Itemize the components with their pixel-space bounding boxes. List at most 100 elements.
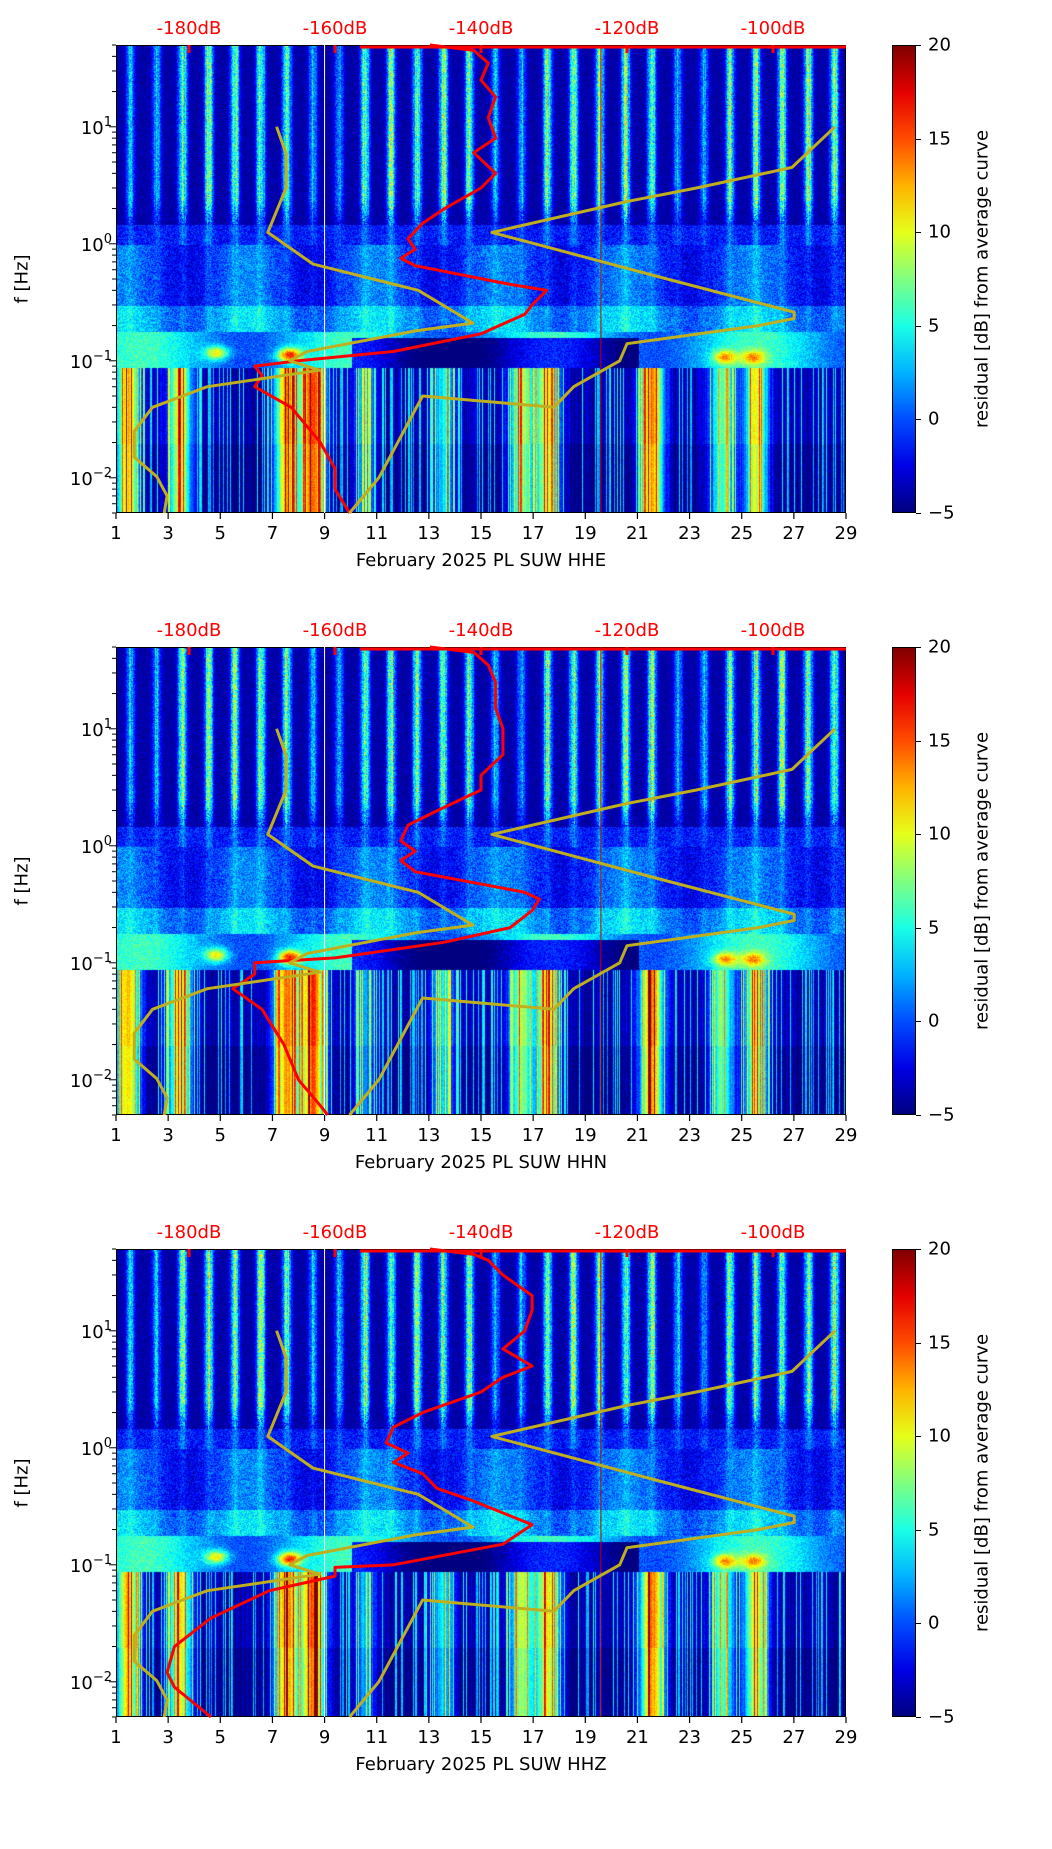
- x-tick-label: 11: [365, 1727, 389, 1748]
- colorbar-tick-label: 15: [928, 730, 951, 752]
- colorbar: [892, 647, 916, 1115]
- x-tick-label: 25: [730, 1727, 754, 1748]
- x-tick-label: 25: [730, 523, 754, 544]
- y-tick-exponent: 0: [103, 231, 112, 247]
- x-tick-label: 9: [318, 523, 331, 544]
- colorbar-tick: [916, 834, 921, 836]
- y-tick-label: 10−2: [70, 1068, 112, 1092]
- y-tick-exponent: 0: [103, 1435, 112, 1451]
- panel-hhn: -180dB -160dB -140dB -120dB -100dB 1 3 5 7 9 11 13 1…: [0, 620, 1052, 1247]
- curves-overlay: [109, 1247, 847, 1723]
- y-tick-label: 10−1: [70, 349, 112, 373]
- y-tick-exponent: −2: [92, 1067, 112, 1083]
- panel-hhe: -180dB -160dB -140dB -120dB -100dB 1 3 5 7 9 11 13 1…: [0, 18, 1052, 645]
- series-mean-psd: [253, 43, 549, 514]
- colorbar-tick: [916, 1623, 921, 1625]
- colorbar-tick-label: 20: [928, 1238, 951, 1260]
- x-tick-label: 15: [469, 523, 493, 544]
- colorbar-tick: [916, 1717, 921, 1718]
- x-tick-label: 9: [318, 1727, 331, 1748]
- db-tick-label: -100dB: [740, 1222, 806, 1243]
- curves-overlay: [109, 645, 847, 1121]
- x-tick-label: 27: [782, 1727, 806, 1748]
- colorbar-tick-label: 5: [928, 315, 940, 337]
- x-tick-label: 25: [730, 1125, 754, 1146]
- colorbar-tick: [916, 1115, 921, 1116]
- colorbar-tick-label: 10: [928, 221, 951, 243]
- y-tick-exponent: 1: [103, 1318, 112, 1334]
- db-tick-label: -160dB: [302, 620, 368, 641]
- colorbar-tick-label: −5: [928, 502, 955, 524]
- x-axis-label: February 2025 PL SUW HHZ: [355, 1754, 607, 1775]
- series-nlnm: [132, 126, 475, 514]
- x-tick-label: 11: [365, 523, 389, 544]
- colorbar-tick-label: 0: [928, 1010, 940, 1032]
- y-tick-base: 10: [80, 836, 104, 858]
- x-tick-label: 17: [521, 523, 545, 544]
- x-tick-label: 21: [625, 1125, 649, 1146]
- colorbar-tick: [916, 927, 921, 929]
- x-tick-label: 5: [214, 1125, 227, 1146]
- db-tick-label: -140dB: [448, 620, 514, 641]
- series-nlnm: [132, 728, 475, 1116]
- colorbar-tick: [916, 1021, 921, 1023]
- x-tick-label: 1: [110, 1125, 122, 1146]
- y-axis-label: f [Hz]: [11, 254, 33, 304]
- x-axis-label: February 2025 PL SUW HHN: [354, 1152, 608, 1173]
- y-tick-base: 10: [80, 719, 104, 741]
- x-tick-label: 5: [214, 523, 227, 544]
- colorbar-tick: [916, 740, 921, 742]
- spectrogram-plot-area: [116, 647, 846, 1115]
- spectrogram-plot-area: [116, 1249, 846, 1717]
- y-tick-label: 100: [81, 1436, 112, 1460]
- y-tick-exponent: 1: [103, 114, 112, 130]
- colorbar-tick: [916, 1249, 921, 1250]
- x-tick-label: 27: [782, 1125, 806, 1146]
- y-tick-label: 101: [81, 717, 112, 741]
- x-tick-label: 7: [266, 1125, 279, 1146]
- spectrogram-heatmap: [117, 1250, 845, 1716]
- y-tick-label: 101: [81, 1319, 112, 1343]
- y-tick-label: 10−1: [70, 1553, 112, 1577]
- x-tick-label: 21: [625, 1727, 649, 1748]
- db-tick-label: -180dB: [156, 620, 222, 641]
- x-tick-label: 23: [678, 1727, 702, 1748]
- x-tick-label: 29: [834, 1125, 858, 1146]
- colorbar-tick-label: 5: [928, 917, 940, 939]
- y-tick-base: 10: [80, 1438, 104, 1460]
- db-tick-label: -140dB: [448, 18, 514, 39]
- series-mean-psd: [165, 1247, 534, 1719]
- colorbar: [892, 45, 916, 513]
- y-axis-label: f [Hz]: [11, 856, 33, 906]
- colorbar-tick: [916, 45, 921, 46]
- colorbar-tick-label: 0: [928, 1612, 940, 1634]
- y-tick-base: 10: [69, 468, 93, 490]
- colorbar: [892, 1249, 916, 1717]
- colorbar-tick: [916, 1529, 921, 1531]
- y-tick-base: 10: [69, 1555, 93, 1577]
- x-tick-label: 9: [318, 1125, 331, 1146]
- x-tick-label: 15: [469, 1125, 493, 1146]
- colorbar-tick-label: 15: [928, 128, 951, 150]
- db-tick-label: -140dB: [448, 1222, 514, 1243]
- x-tick-label: 3: [162, 1125, 174, 1146]
- colorbar-tick-label: 15: [928, 1332, 951, 1354]
- curves-overlay: [109, 43, 847, 519]
- x-tick-label: 19: [573, 1727, 597, 1748]
- y-tick-label: 10−2: [70, 466, 112, 490]
- colorbar-tick-label: −5: [928, 1706, 955, 1728]
- spectrogram-heatmap: [117, 648, 845, 1114]
- colorbar-tick: [916, 647, 921, 648]
- x-tick-label: 3: [162, 523, 174, 544]
- colorbar-label: residual [dB] from average curve: [971, 1333, 993, 1633]
- x-tick-label: 7: [266, 523, 279, 544]
- colorbar-tick: [916, 232, 921, 234]
- y-tick-exponent: −1: [92, 1552, 112, 1568]
- colorbar-tick-label: 20: [928, 636, 951, 658]
- y-tick-label: 10−1: [70, 951, 112, 975]
- series-nhnm: [348, 727, 837, 1116]
- x-tick-label: 21: [625, 523, 649, 544]
- x-tick-label: 17: [521, 1125, 545, 1146]
- x-tick-label: 1: [110, 523, 122, 544]
- x-tick-label: 5: [214, 1727, 227, 1748]
